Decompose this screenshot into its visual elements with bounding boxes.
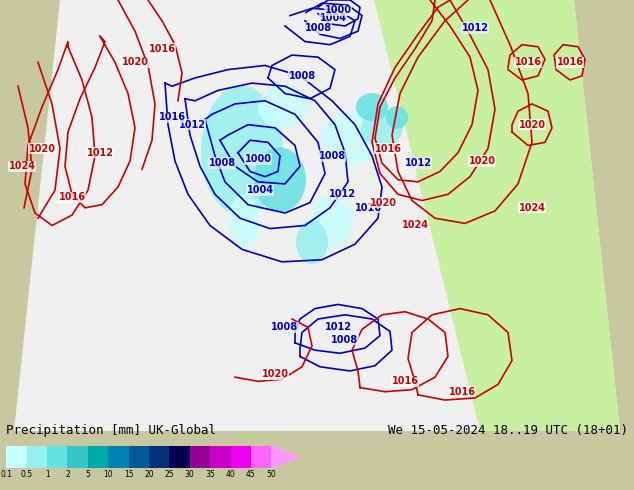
Ellipse shape <box>228 195 260 248</box>
Text: 1016: 1016 <box>557 57 583 67</box>
Text: 1020: 1020 <box>261 369 288 379</box>
Text: 1016: 1016 <box>354 203 382 213</box>
Text: 1: 1 <box>45 470 49 479</box>
Text: 1016: 1016 <box>148 44 176 54</box>
Text: 1020: 1020 <box>122 57 148 67</box>
Text: 30: 30 <box>185 470 195 479</box>
Bar <box>251 446 271 468</box>
Text: 1024: 1024 <box>8 161 36 171</box>
Ellipse shape <box>386 106 408 129</box>
Ellipse shape <box>321 111 383 165</box>
Text: 25: 25 <box>165 470 174 479</box>
Bar <box>6 446 27 468</box>
Text: 10: 10 <box>103 470 113 479</box>
Text: 1020: 1020 <box>519 120 545 130</box>
Text: 1024: 1024 <box>519 203 545 213</box>
Bar <box>149 446 169 468</box>
Ellipse shape <box>258 85 310 129</box>
Polygon shape <box>374 0 620 431</box>
Text: 0.1: 0.1 <box>1 470 12 479</box>
Text: 1000: 1000 <box>245 154 271 164</box>
Text: 1020: 1020 <box>370 197 396 208</box>
Text: 5: 5 <box>86 470 90 479</box>
Ellipse shape <box>311 195 353 248</box>
Bar <box>210 446 231 468</box>
Text: 1008: 1008 <box>332 335 359 345</box>
Text: 15: 15 <box>124 470 133 479</box>
Text: 1008: 1008 <box>304 23 332 33</box>
Ellipse shape <box>201 86 283 216</box>
Ellipse shape <box>356 93 388 121</box>
Text: 1020: 1020 <box>469 156 496 166</box>
Text: We 15-05-2024 18..19 UTC (18+01): We 15-05-2024 18..19 UTC (18+01) <box>387 424 628 437</box>
Text: 40: 40 <box>226 470 235 479</box>
Text: 1024: 1024 <box>401 220 429 230</box>
Ellipse shape <box>296 220 328 264</box>
Text: 1012: 1012 <box>404 158 432 168</box>
Text: 1020: 1020 <box>29 144 56 153</box>
Text: 35: 35 <box>205 470 215 479</box>
Text: 1016: 1016 <box>58 193 86 202</box>
Text: 1012: 1012 <box>325 322 351 332</box>
Bar <box>129 446 149 468</box>
Text: 1012: 1012 <box>462 23 489 33</box>
Text: 1016: 1016 <box>448 387 476 397</box>
Text: 2: 2 <box>65 470 70 479</box>
Text: 1012: 1012 <box>179 120 205 130</box>
Text: 1016: 1016 <box>392 376 418 386</box>
Text: 1008: 1008 <box>209 158 236 168</box>
Text: 1004: 1004 <box>247 185 273 195</box>
Polygon shape <box>14 0 620 431</box>
Text: 1000: 1000 <box>325 5 351 15</box>
Text: Precipitation [mm] UK-Global: Precipitation [mm] UK-Global <box>6 424 216 437</box>
Bar <box>190 446 210 468</box>
Text: 45: 45 <box>246 470 256 479</box>
Bar <box>27 446 47 468</box>
Bar <box>47 446 67 468</box>
Text: 1012: 1012 <box>86 148 113 158</box>
Text: 1016: 1016 <box>375 144 401 153</box>
Bar <box>67 446 88 468</box>
Bar <box>169 446 190 468</box>
Text: 1008: 1008 <box>288 71 316 81</box>
Ellipse shape <box>361 109 403 147</box>
Text: 1008: 1008 <box>271 322 299 332</box>
Text: 20: 20 <box>144 470 154 479</box>
Text: 1012: 1012 <box>328 189 356 199</box>
Text: 50: 50 <box>266 470 276 479</box>
Ellipse shape <box>254 147 306 212</box>
Bar <box>231 446 251 468</box>
Bar <box>88 446 108 468</box>
Text: 0.5: 0.5 <box>21 470 33 479</box>
Text: 1008: 1008 <box>318 151 346 161</box>
Polygon shape <box>271 446 302 468</box>
Text: 1016: 1016 <box>515 57 541 67</box>
Text: 1016: 1016 <box>158 112 186 122</box>
Bar <box>108 446 129 468</box>
Text: 1004: 1004 <box>320 13 347 23</box>
